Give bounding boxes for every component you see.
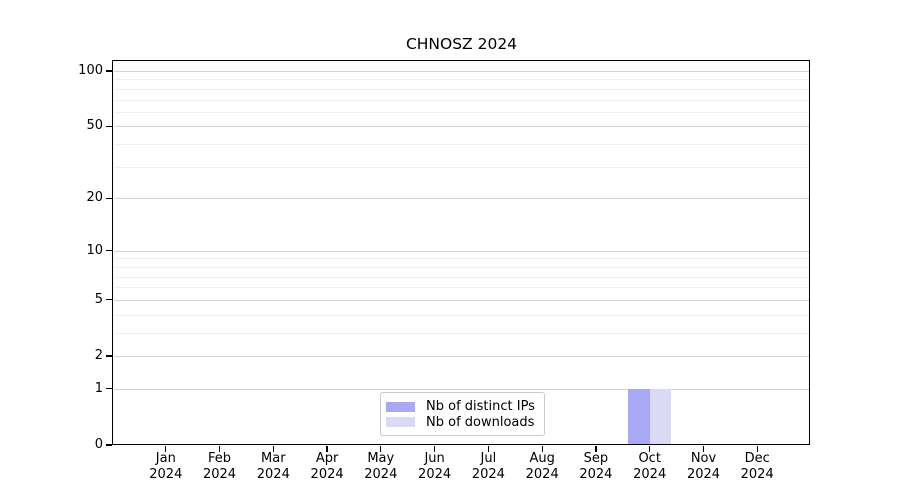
major-gridline [114, 250, 810, 252]
x-axis-tick [165, 446, 167, 452]
x-tick-month: May [367, 451, 395, 466]
y-tick-label: 10 [86, 242, 103, 258]
y-axis-tick [106, 70, 112, 72]
legend-label-distinct-ips: Nb of distinct IPs [426, 399, 535, 415]
y-axis-tick [106, 355, 112, 357]
x-tick-label: Feb 2024 [190, 451, 250, 483]
x-tick-month: Mar [261, 451, 286, 466]
minor-gridline [114, 266, 810, 268]
x-tick-year: 2024 [579, 467, 613, 482]
minor-gridline [114, 314, 810, 316]
chart-title: CHNOSZ 2024 [405, 35, 518, 53]
y-axis-tick [106, 197, 112, 199]
x-tick-label: Sep 2024 [566, 451, 626, 483]
major-gridline [114, 299, 810, 301]
bar-nb-of-downloads [649, 388, 672, 445]
x-tick-year: 2024 [633, 467, 667, 482]
minor-gridline [114, 88, 810, 90]
x-tick-label: May 2024 [351, 451, 411, 483]
x-tick-label: Jul 2024 [458, 451, 518, 483]
x-tick-month: Jun [424, 451, 445, 466]
x-tick-year: 2024 [364, 467, 398, 482]
x-axis-tick [487, 446, 490, 452]
x-axis-tick [272, 446, 274, 452]
y-tick-label: 50 [86, 118, 103, 134]
x-tick-label: Apr 2024 [297, 451, 357, 483]
x-tick-month: Dec [744, 451, 770, 466]
major-gridline [114, 71, 810, 72]
minor-gridline [114, 258, 810, 260]
x-tick-label: Nov 2024 [674, 451, 734, 483]
x-tick-year: 2024 [310, 467, 344, 482]
x-axis-tick [756, 446, 758, 452]
x-tick-label: Oct 2024 [620, 451, 680, 483]
bar-nb-of-distinct-ips [628, 388, 650, 445]
legend-item-distinct-ips: Nb of distinct IPs [386, 399, 536, 415]
x-tick-year: 2024 [686, 467, 721, 482]
y-tick-label: 0 [94, 437, 103, 452]
y-tick-label: 1 [94, 380, 103, 396]
minor-gridline [114, 99, 810, 101]
legend-label-downloads: Nb of downloads [426, 414, 535, 430]
major-gridline [114, 198, 810, 200]
minor-gridline [114, 166, 810, 168]
minor-gridline [114, 144, 810, 146]
major-gridline [114, 356, 810, 357]
major-gridline [114, 388, 810, 390]
x-tick-year: 2024 [149, 467, 183, 482]
x-axis-tick [595, 446, 597, 452]
plot-area-frame [112, 60, 810, 445]
x-tick-month: Jan [155, 451, 176, 466]
x-axis-tick [649, 446, 651, 452]
y-tick-label: 20 [86, 190, 103, 206]
x-tick-month: Oct [638, 451, 661, 466]
minor-gridline [114, 332, 810, 334]
x-tick-label: Jan 2024 [136, 451, 196, 483]
x-tick-year: 2024 [256, 467, 290, 482]
x-tick-month: Feb [207, 451, 232, 466]
x-tick-month: Jul [480, 451, 497, 466]
x-tick-year: 2024 [471, 467, 505, 482]
x-axis-tick [433, 446, 436, 452]
x-axis-tick [326, 446, 328, 452]
x-axis-tick [702, 446, 705, 452]
x-tick-year: 2024 [202, 467, 237, 482]
x-tick-month: Sep [583, 451, 609, 466]
y-axis-tick [106, 388, 112, 390]
x-tick-label: Aug 2024 [512, 451, 572, 483]
y-axis-tick [106, 299, 112, 301]
x-tick-month: Apr [315, 451, 339, 466]
minor-gridline [114, 79, 810, 81]
minor-gridline [114, 276, 810, 278]
y-tick-label: 100 [78, 63, 103, 78]
x-axis-tick [380, 446, 382, 452]
minor-gridline [114, 111, 810, 113]
x-tick-label: Dec 2024 [727, 451, 787, 483]
y-tick-label: 5 [94, 291, 103, 307]
y-axis-tick [106, 250, 112, 252]
legend-swatch-distinct-ips [386, 401, 415, 412]
x-axis-tick [541, 446, 543, 452]
y-axis-tick [106, 125, 112, 128]
x-axis-tick [218, 446, 221, 452]
x-tick-year: 2024 [418, 467, 452, 482]
x-tick-year: 2024 [525, 467, 559, 482]
major-gridline [114, 126, 810, 128]
y-axis-tick [106, 444, 112, 446]
x-tick-month: Nov [690, 451, 717, 466]
x-tick-month: Aug [529, 451, 555, 466]
legend: Nb of distinct IPs Nb of downloads [380, 392, 545, 436]
y-tick-label: 2 [94, 348, 103, 363]
minor-gridline [114, 287, 810, 289]
legend-item-downloads: Nb of downloads [386, 415, 536, 431]
x-tick-label: Mar 2024 [243, 451, 303, 483]
legend-swatch-downloads [386, 417, 415, 428]
x-tick-label: Jun 2024 [405, 451, 465, 483]
x-tick-year: 2024 [740, 467, 774, 482]
